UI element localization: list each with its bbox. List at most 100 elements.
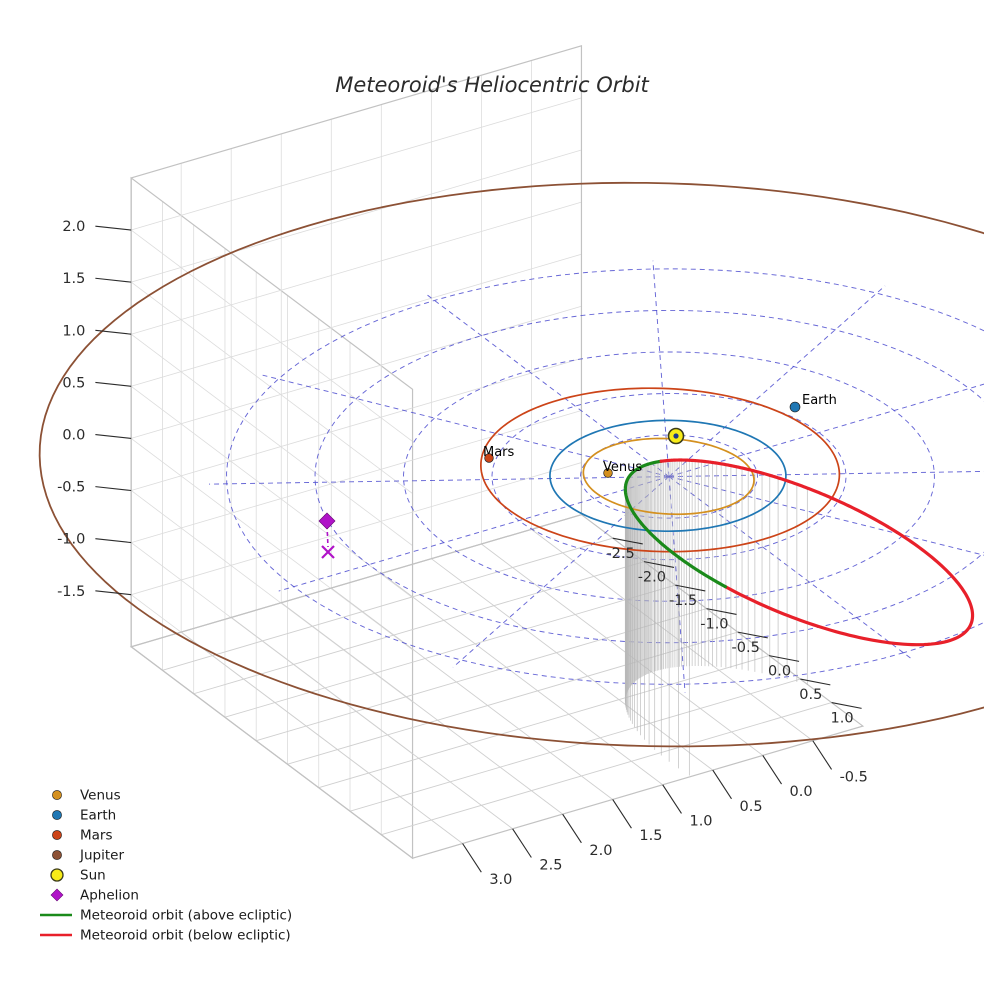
legend-item[interactable]: Meteoroid orbit (above ecliptic) — [40, 908, 292, 924]
z-tick-label-mark — [95, 433, 132, 439]
x-tick-label-mark — [831, 702, 862, 709]
polar-spoke — [668, 383, 984, 478]
legend-item-label: Earth — [80, 808, 116, 824]
legend-item[interactable]: Earth — [52, 808, 116, 824]
page-title: Meteoroid's Heliocentric Orbit — [335, 73, 649, 97]
legend-item[interactable]: Aphelion — [50, 888, 139, 904]
orbit-stem-lines — [624, 460, 808, 776]
x-tick-label: 0.0 — [768, 663, 791, 679]
floor-gridline-x — [287, 631, 738, 765]
x-tick-label-mark — [800, 678, 831, 686]
x-tick-label: 1.0 — [831, 710, 854, 726]
pane-gridline-z — [131, 462, 582, 596]
z-tick-label: -0.5 — [57, 480, 85, 496]
pane-floor — [129, 514, 865, 859]
orbit-mars — [480, 387, 841, 553]
pane-gridline-z — [130, 281, 413, 494]
x-tick-label: -1.5 — [669, 593, 697, 609]
y-tick-label: 0.0 — [790, 784, 813, 800]
polar-spoke — [262, 374, 670, 478]
z-tick-label: 0.5 — [62, 375, 85, 391]
polar-spoke — [668, 285, 886, 477]
polar-grid-overlay — [209, 260, 984, 693]
aphelion-diamond-marker — [318, 512, 336, 530]
orbit-jupiter — [38, 181, 984, 748]
legend-diamond-swatch — [50, 888, 64, 902]
y-tick-label: 1.5 — [639, 828, 662, 844]
body-marker-mars — [484, 453, 494, 463]
x-tick-label: 0.5 — [799, 687, 822, 703]
body-label-venus: Venus — [603, 460, 642, 475]
x-tick-label-mark — [675, 584, 706, 592]
body-label-mars: Mars — [483, 445, 515, 460]
legend-item[interactable]: Mars — [52, 828, 113, 844]
planet-orbit-curves — [38, 181, 984, 748]
floor-gridline-y — [230, 617, 513, 830]
polar-spoke — [652, 260, 670, 477]
x-tick-label: -0.5 — [732, 640, 760, 656]
axes-panes — [129, 45, 865, 860]
legend-dot-swatch — [52, 850, 62, 860]
pane-gridline-z — [131, 357, 582, 491]
y-tick-label-mark — [662, 784, 682, 814]
z-tick-label-mark — [95, 486, 132, 492]
y-tick-label-mark — [762, 755, 783, 785]
floor-gridline-y — [381, 573, 663, 786]
x-tick-label-mark — [612, 537, 643, 545]
floor-gridline-x — [224, 584, 676, 718]
body-marker-venus — [603, 468, 613, 478]
pane-gridline-z — [131, 201, 582, 335]
floor-gridline-y — [280, 602, 563, 815]
y-tick-label-mark — [512, 828, 532, 858]
y-tick-label: 1.0 — [689, 813, 712, 829]
legend-item[interactable]: Sun — [50, 868, 106, 884]
floor-gridline-x — [381, 702, 832, 836]
z-tick-label: 0.0 — [62, 428, 85, 444]
polar-spoke — [209, 476, 669, 485]
pane-gridline-z — [131, 305, 582, 439]
x-tick-label-mark — [643, 561, 675, 568]
x-tick-label: -2.0 — [638, 569, 666, 585]
meteoroid-orbit-curve — [623, 458, 975, 647]
aphelion-marker-group — [318, 512, 336, 559]
y-tick-label-mark — [812, 740, 833, 770]
z-tick-label-mark — [95, 590, 132, 596]
celestial-body-markers: Venus Earth Mars — [483, 393, 837, 478]
floor-gridline-x — [162, 537, 613, 671]
legend-item-label: Meteoroid orbit (below ecliptic) — [80, 928, 291, 944]
legend-item[interactable]: Jupiter — [52, 848, 124, 864]
aphelion-projection-x-icon — [321, 545, 335, 559]
legend-item-label: Venus — [80, 788, 121, 804]
floor-gridline-x — [193, 561, 645, 695]
floor-gridline-y — [481, 543, 764, 756]
legend-item-label: Jupiter — [79, 848, 124, 864]
x-tick-label-mark — [737, 631, 768, 639]
pane-gridline-z — [130, 385, 413, 599]
meteoroid-above-ecliptic — [623, 462, 727, 589]
legend-item-label: Aphelion — [80, 888, 139, 904]
legend-dot-swatch — [50, 868, 64, 882]
legend-dot-swatch — [52, 810, 62, 820]
legend-dot-swatch — [52, 830, 62, 840]
polar-spoke — [668, 476, 984, 556]
x-tick-label: -2.5 — [606, 546, 634, 562]
legend-item[interactable]: Meteoroid orbit (below ecliptic) — [40, 928, 291, 944]
y-tick-label-mark — [712, 769, 732, 800]
z-tick-label: 1.5 — [62, 271, 85, 287]
orbit-earth — [549, 419, 787, 533]
polar-spoke — [668, 470, 984, 478]
floor-gridline-y — [531, 528, 814, 742]
polar-spoke — [278, 476, 670, 592]
y-tick-label: 0.5 — [740, 799, 763, 815]
pane-right-wall — [130, 45, 583, 648]
polar-ring-5 — [226, 268, 984, 685]
pane-gridline-z — [131, 410, 582, 543]
pane-gridline-z — [131, 253, 582, 387]
polar-spoke — [424, 292, 670, 477]
y-tick-label-mark — [562, 813, 582, 844]
body-label-earth: Earth — [802, 393, 837, 408]
z-tick-label: -1.5 — [57, 584, 85, 600]
legend-item[interactable]: Venus — [52, 788, 121, 804]
sun-core — [673, 433, 679, 439]
